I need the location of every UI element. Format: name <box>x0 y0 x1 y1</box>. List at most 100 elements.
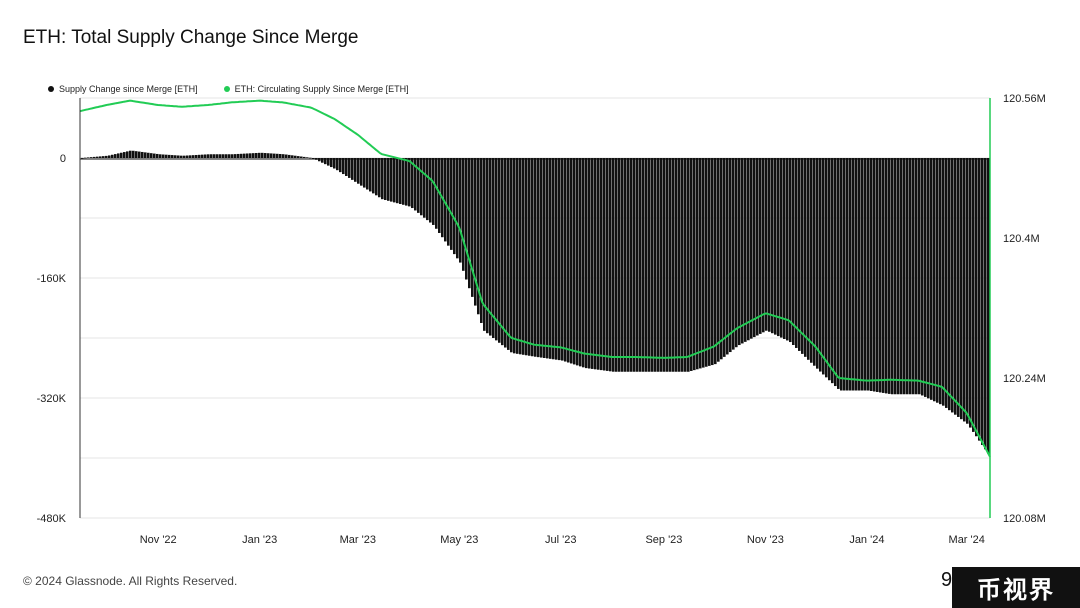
supply-change-bar <box>411 158 414 209</box>
supply-change-bar <box>549 158 552 359</box>
supply-change-bar <box>594 158 597 370</box>
supply-change-bar <box>327 158 330 166</box>
supply-change-bar <box>894 158 897 395</box>
supply-change-bar <box>360 158 363 186</box>
supply-change-bar <box>90 157 93 158</box>
supply-change-bar <box>675 158 678 372</box>
supply-change-bar <box>543 158 546 358</box>
supply-change-bar <box>945 158 948 408</box>
supply-change-bar <box>408 158 411 207</box>
supply-change-bar <box>378 158 381 198</box>
supply-change-bar <box>147 152 150 158</box>
supply-change-bar <box>321 158 324 163</box>
supply-change-bar <box>927 158 930 399</box>
supply-change-bar <box>879 158 882 393</box>
supply-change-bar <box>498 158 501 343</box>
legend-dot-black <box>48 86 54 92</box>
supply-change-bar <box>693 158 696 371</box>
supply-change-bar <box>117 153 120 158</box>
supply-change-bar <box>861 158 864 391</box>
supply-change-bar <box>570 158 573 364</box>
supply-change-bar <box>195 154 198 158</box>
supply-change-bar <box>900 158 903 395</box>
supply-change-bar <box>444 158 447 242</box>
supply-change-bar <box>636 158 639 372</box>
legend-label-supply-change: Supply Change since Merge [ETH] <box>59 84 198 94</box>
legend-item-circulating-supply[interactable]: ETH: Circulating Supply Since Merge [ETH… <box>223 84 409 94</box>
supply-change-bar <box>645 158 648 372</box>
supply-change-bar <box>918 158 921 395</box>
supply-change-bar <box>300 156 303 158</box>
supply-change-bar <box>162 154 165 158</box>
supply-change-bar <box>348 158 351 178</box>
supply-change-bar <box>801 158 804 354</box>
supply-change-bar <box>969 158 972 428</box>
supply-change-bar <box>603 158 606 371</box>
supply-change-bar <box>264 153 267 158</box>
supply-change-bar <box>720 158 723 360</box>
supply-change-bar <box>792 158 795 346</box>
supply-change-bar <box>183 155 186 158</box>
supply-change-bar <box>522 158 525 355</box>
supply-change-bar <box>267 153 270 158</box>
supply-change-bar <box>873 158 876 392</box>
supply-change-bar <box>960 158 963 420</box>
supply-change-bar <box>171 155 174 158</box>
supply-change-bar <box>114 154 117 158</box>
supply-change-bar <box>483 158 486 331</box>
supply-change-bar <box>738 158 741 346</box>
supply-change-bar <box>741 158 744 344</box>
supply-change-bar <box>762 158 765 333</box>
supply-change-bar <box>921 158 924 396</box>
supply-change-bar <box>513 158 516 354</box>
supply-change-bar <box>870 158 873 392</box>
supply-change-bar <box>639 158 642 372</box>
supply-change-bar <box>651 158 654 372</box>
supply-change-bar <box>99 156 102 158</box>
supply-change-bar <box>747 158 750 341</box>
supply-change-bar <box>363 158 366 188</box>
supply-change-bar <box>681 158 684 372</box>
supply-change-bar <box>567 158 570 363</box>
supply-change-bar <box>246 153 249 158</box>
supply-change-bar <box>93 156 96 158</box>
supply-change-bar <box>939 158 942 405</box>
supply-change-bar <box>555 158 558 360</box>
circulating-supply-line <box>79 99 991 458</box>
supply-change-bar <box>825 158 828 378</box>
supply-change-bar <box>177 155 180 158</box>
supply-change-bar <box>669 158 672 372</box>
supply-change-bar <box>201 154 204 158</box>
supply-change-bar <box>510 158 513 353</box>
supply-change-bar <box>756 158 759 336</box>
supply-change-bar <box>138 151 141 158</box>
supply-change-bar <box>342 158 345 175</box>
legend-item-supply-change[interactable]: Supply Change since Merge [ETH] <box>48 84 198 94</box>
y-right-tick-label: 120.08M <box>1003 513 1046 525</box>
supply-change-bar <box>423 158 426 218</box>
supply-change-bar <box>435 158 438 229</box>
supply-change-bar <box>717 158 720 362</box>
supply-change-bar <box>345 158 348 176</box>
supply-change-bar <box>915 158 918 395</box>
supply-change-bar <box>81 157 84 159</box>
supply-change-bar <box>546 158 549 359</box>
supply-change-bar <box>258 152 261 158</box>
supply-change-bar <box>471 158 474 297</box>
supply-change-bar <box>729 158 732 353</box>
supply-change-bar <box>453 158 456 255</box>
chart-legend: Supply Change since Merge [ETH] ETH: Cir… <box>48 84 409 94</box>
supply-change-bar <box>270 153 273 158</box>
supply-change-bar <box>372 158 375 194</box>
supply-change-bar <box>864 158 867 391</box>
supply-change-bar <box>867 158 870 391</box>
supply-change-bar <box>672 158 675 372</box>
supply-change-bar <box>126 151 129 158</box>
supply-change-bar <box>168 154 171 158</box>
supply-change-bar <box>891 158 894 395</box>
supply-change-bar <box>132 150 135 158</box>
supply-change-bar <box>957 158 960 417</box>
supply-change-bar <box>798 158 801 351</box>
supply-change-bar <box>153 153 156 158</box>
supply-change-bar <box>606 158 609 371</box>
